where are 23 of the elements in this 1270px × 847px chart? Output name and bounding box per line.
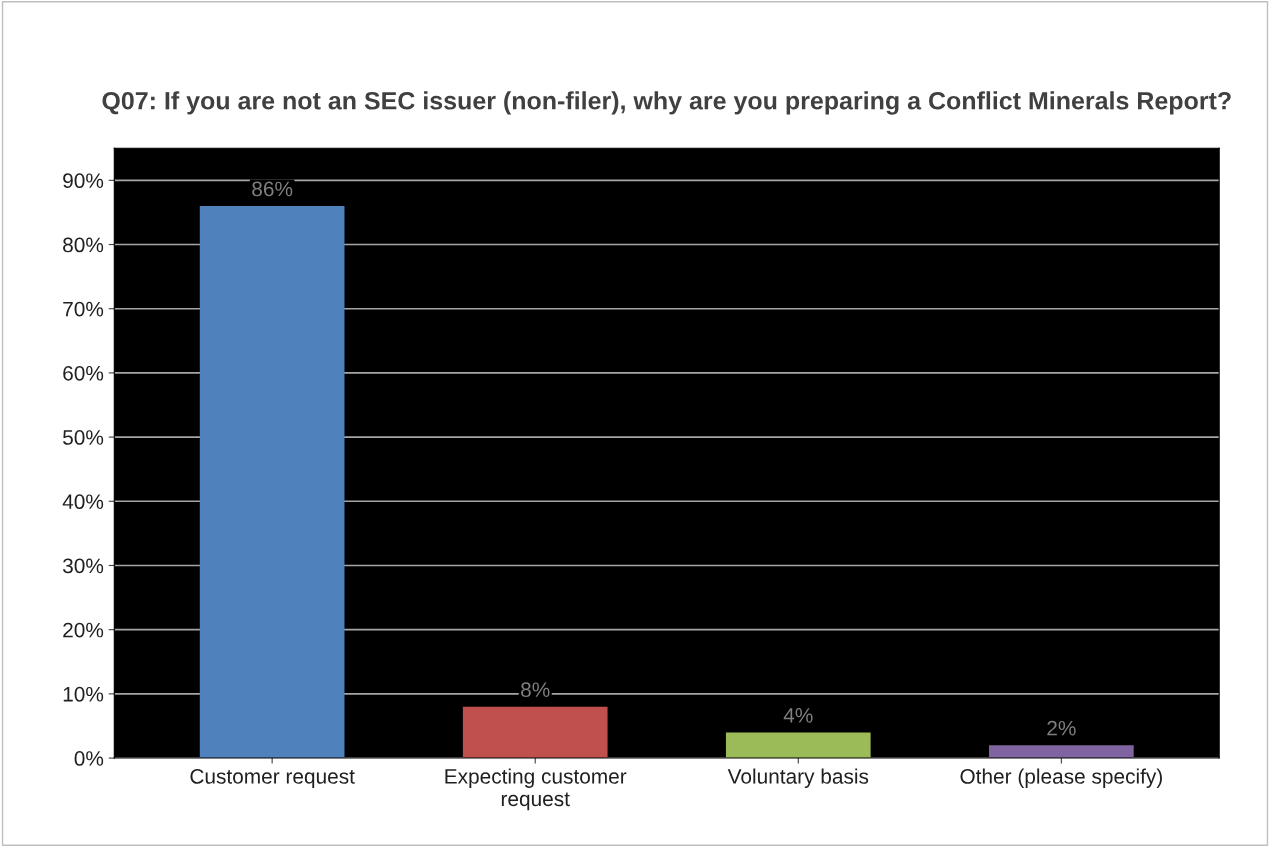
y-tick-label: 40% (62, 494, 104, 510)
y-tick-label: 30% (62, 558, 104, 574)
y-tick-label: 50% (63, 430, 104, 445)
chart-title: Q07: If you are not an SEC issuer (non-filer), why are you preparing a Conflict Minerals Report? (102, 91, 1231, 115)
bar (989, 745, 1134, 759)
x-tick-label: Customer request (190, 769, 355, 788)
data-label: 4% (783, 708, 813, 723)
y-tick-label: 0% (74, 751, 104, 766)
y-tick-label: 20% (63, 622, 104, 638)
x-tick-label: Other (please specify) (960, 768, 1162, 788)
x-tick-label: Voluntary basis (727, 768, 869, 788)
data-label: 8% (521, 682, 550, 698)
y-tick-label: 70% (63, 301, 104, 317)
bar (725, 732, 871, 759)
y-tick-label: 10% (63, 686, 104, 702)
x-tick-label: Expecting customer request (445, 768, 627, 811)
data-label: 2% (1047, 720, 1076, 736)
y-tick-label: 80% (63, 237, 104, 253)
bar (199, 206, 345, 759)
bar (462, 706, 608, 759)
y-tick-label: 60% (63, 365, 104, 381)
y-tick-label: 90% (63, 173, 104, 189)
data-label: 86% (252, 181, 293, 197)
